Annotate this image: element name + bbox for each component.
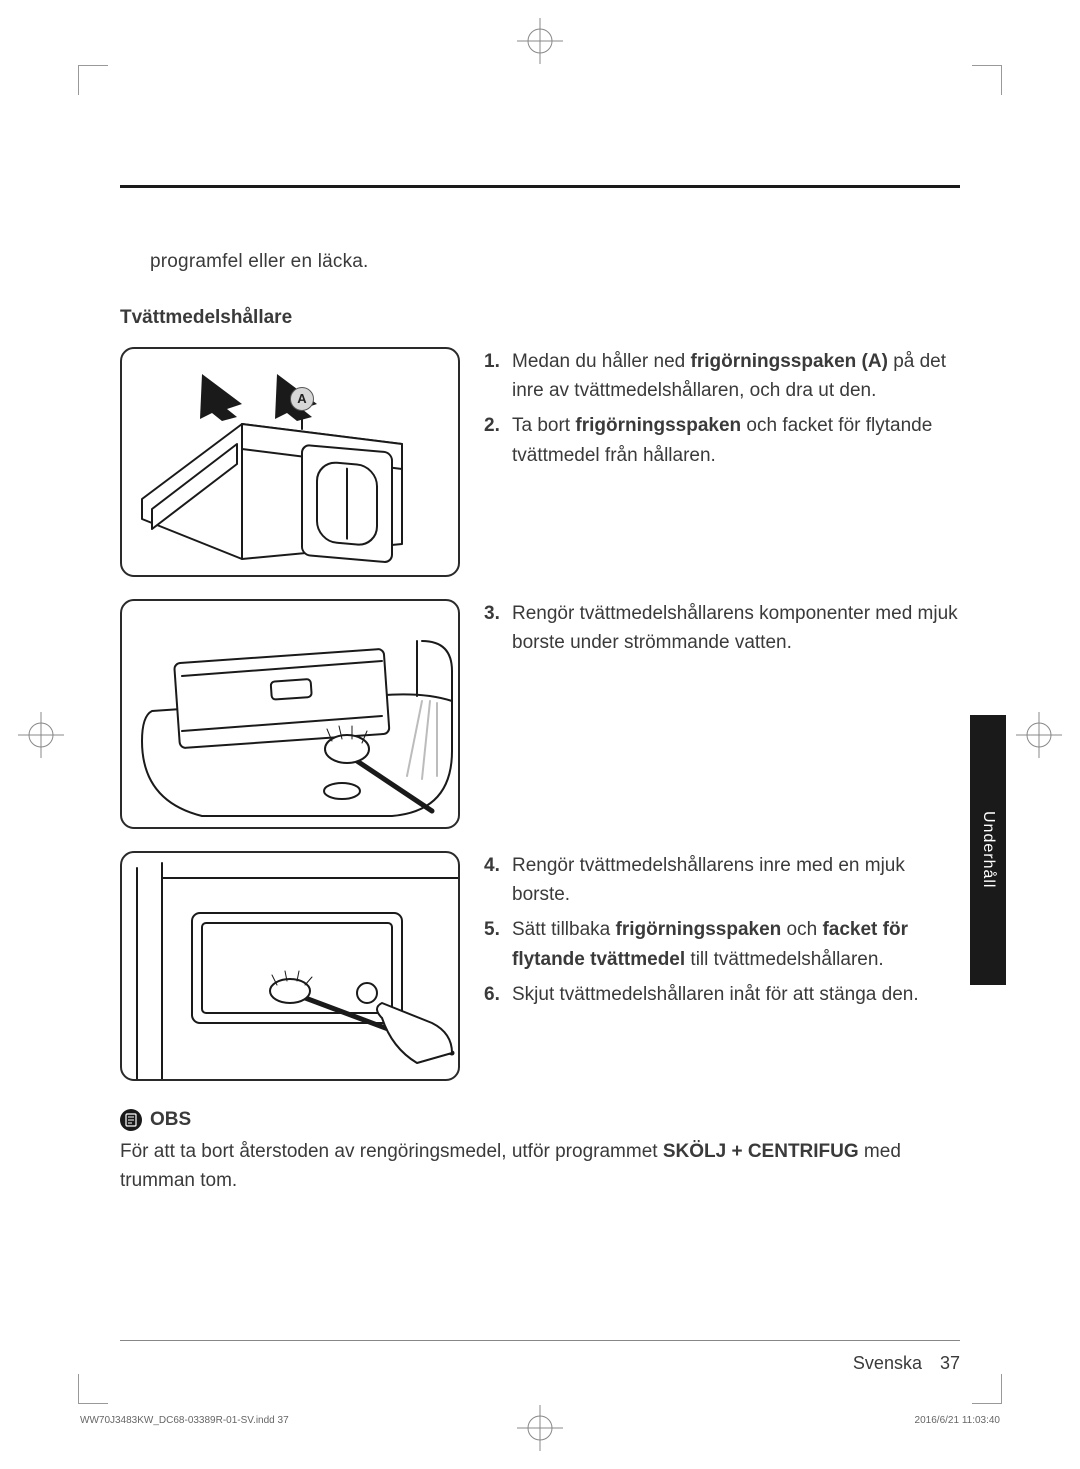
figure-3-clean-recess	[120, 851, 460, 1081]
note-label: OBS	[150, 1109, 191, 1131]
step-3: Rengör tvättmedelshållarens komponenter …	[484, 599, 960, 829]
crop-mark	[78, 65, 108, 95]
imprint-timestamp: 2016/6/21 11:03:40	[915, 1415, 1000, 1426]
step-5: Sätt tillbaka frigörningsspaken och fack…	[484, 915, 960, 974]
header-rule	[120, 185, 960, 188]
note-block: OBS För att ta bort återstoden av rengör…	[120, 1109, 960, 1196]
intro-text: programfel eller en läcka.	[150, 248, 960, 277]
section-title: Tvättmedelshållare	[120, 307, 960, 329]
crop-mark	[972, 65, 1002, 95]
step-4: Rengör tvättmedelshållarens inre med en …	[484, 851, 960, 910]
step-6: Skjut tvättmedelshållaren inåt för att s…	[484, 980, 960, 1009]
footer-page-number: 37	[940, 1353, 960, 1374]
registration-mark-right	[1016, 712, 1062, 758]
figure-2-clean-sink	[120, 599, 460, 829]
side-tab: Underhåll	[970, 715, 1006, 985]
note-icon	[120, 1109, 142, 1131]
callout-label-a: A	[290, 387, 314, 411]
registration-mark-left	[18, 712, 64, 758]
step-3-text: Rengör tvättmedelshållarens komponenter …	[484, 599, 960, 658]
steps-1-2: Medan du håller ned frigörningsspaken (A…	[484, 347, 960, 577]
step-1: Medan du håller ned frigörningsspaken (A…	[484, 347, 960, 406]
footer: Svenska 37	[120, 1340, 960, 1374]
steps-4-6: Rengör tvättmedelshållarens inre med en …	[484, 851, 960, 1081]
imprint-file: WW70J3483KW_DC68-03389R-01-SV.indd 37	[80, 1415, 289, 1426]
note-body: För att ta bort återstoden av rengörings…	[120, 1137, 960, 1196]
step-2: Ta bort frigörningsspaken och facket för…	[484, 411, 960, 470]
registration-mark-top	[517, 18, 563, 64]
registration-mark-bottom	[517, 1405, 563, 1451]
figure-1-drawer-pull: A	[120, 347, 460, 577]
footer-language: Svenska	[853, 1353, 922, 1374]
crop-mark	[972, 1374, 1002, 1404]
crop-mark	[78, 1374, 108, 1404]
side-tab-label: Underhåll	[979, 811, 997, 888]
